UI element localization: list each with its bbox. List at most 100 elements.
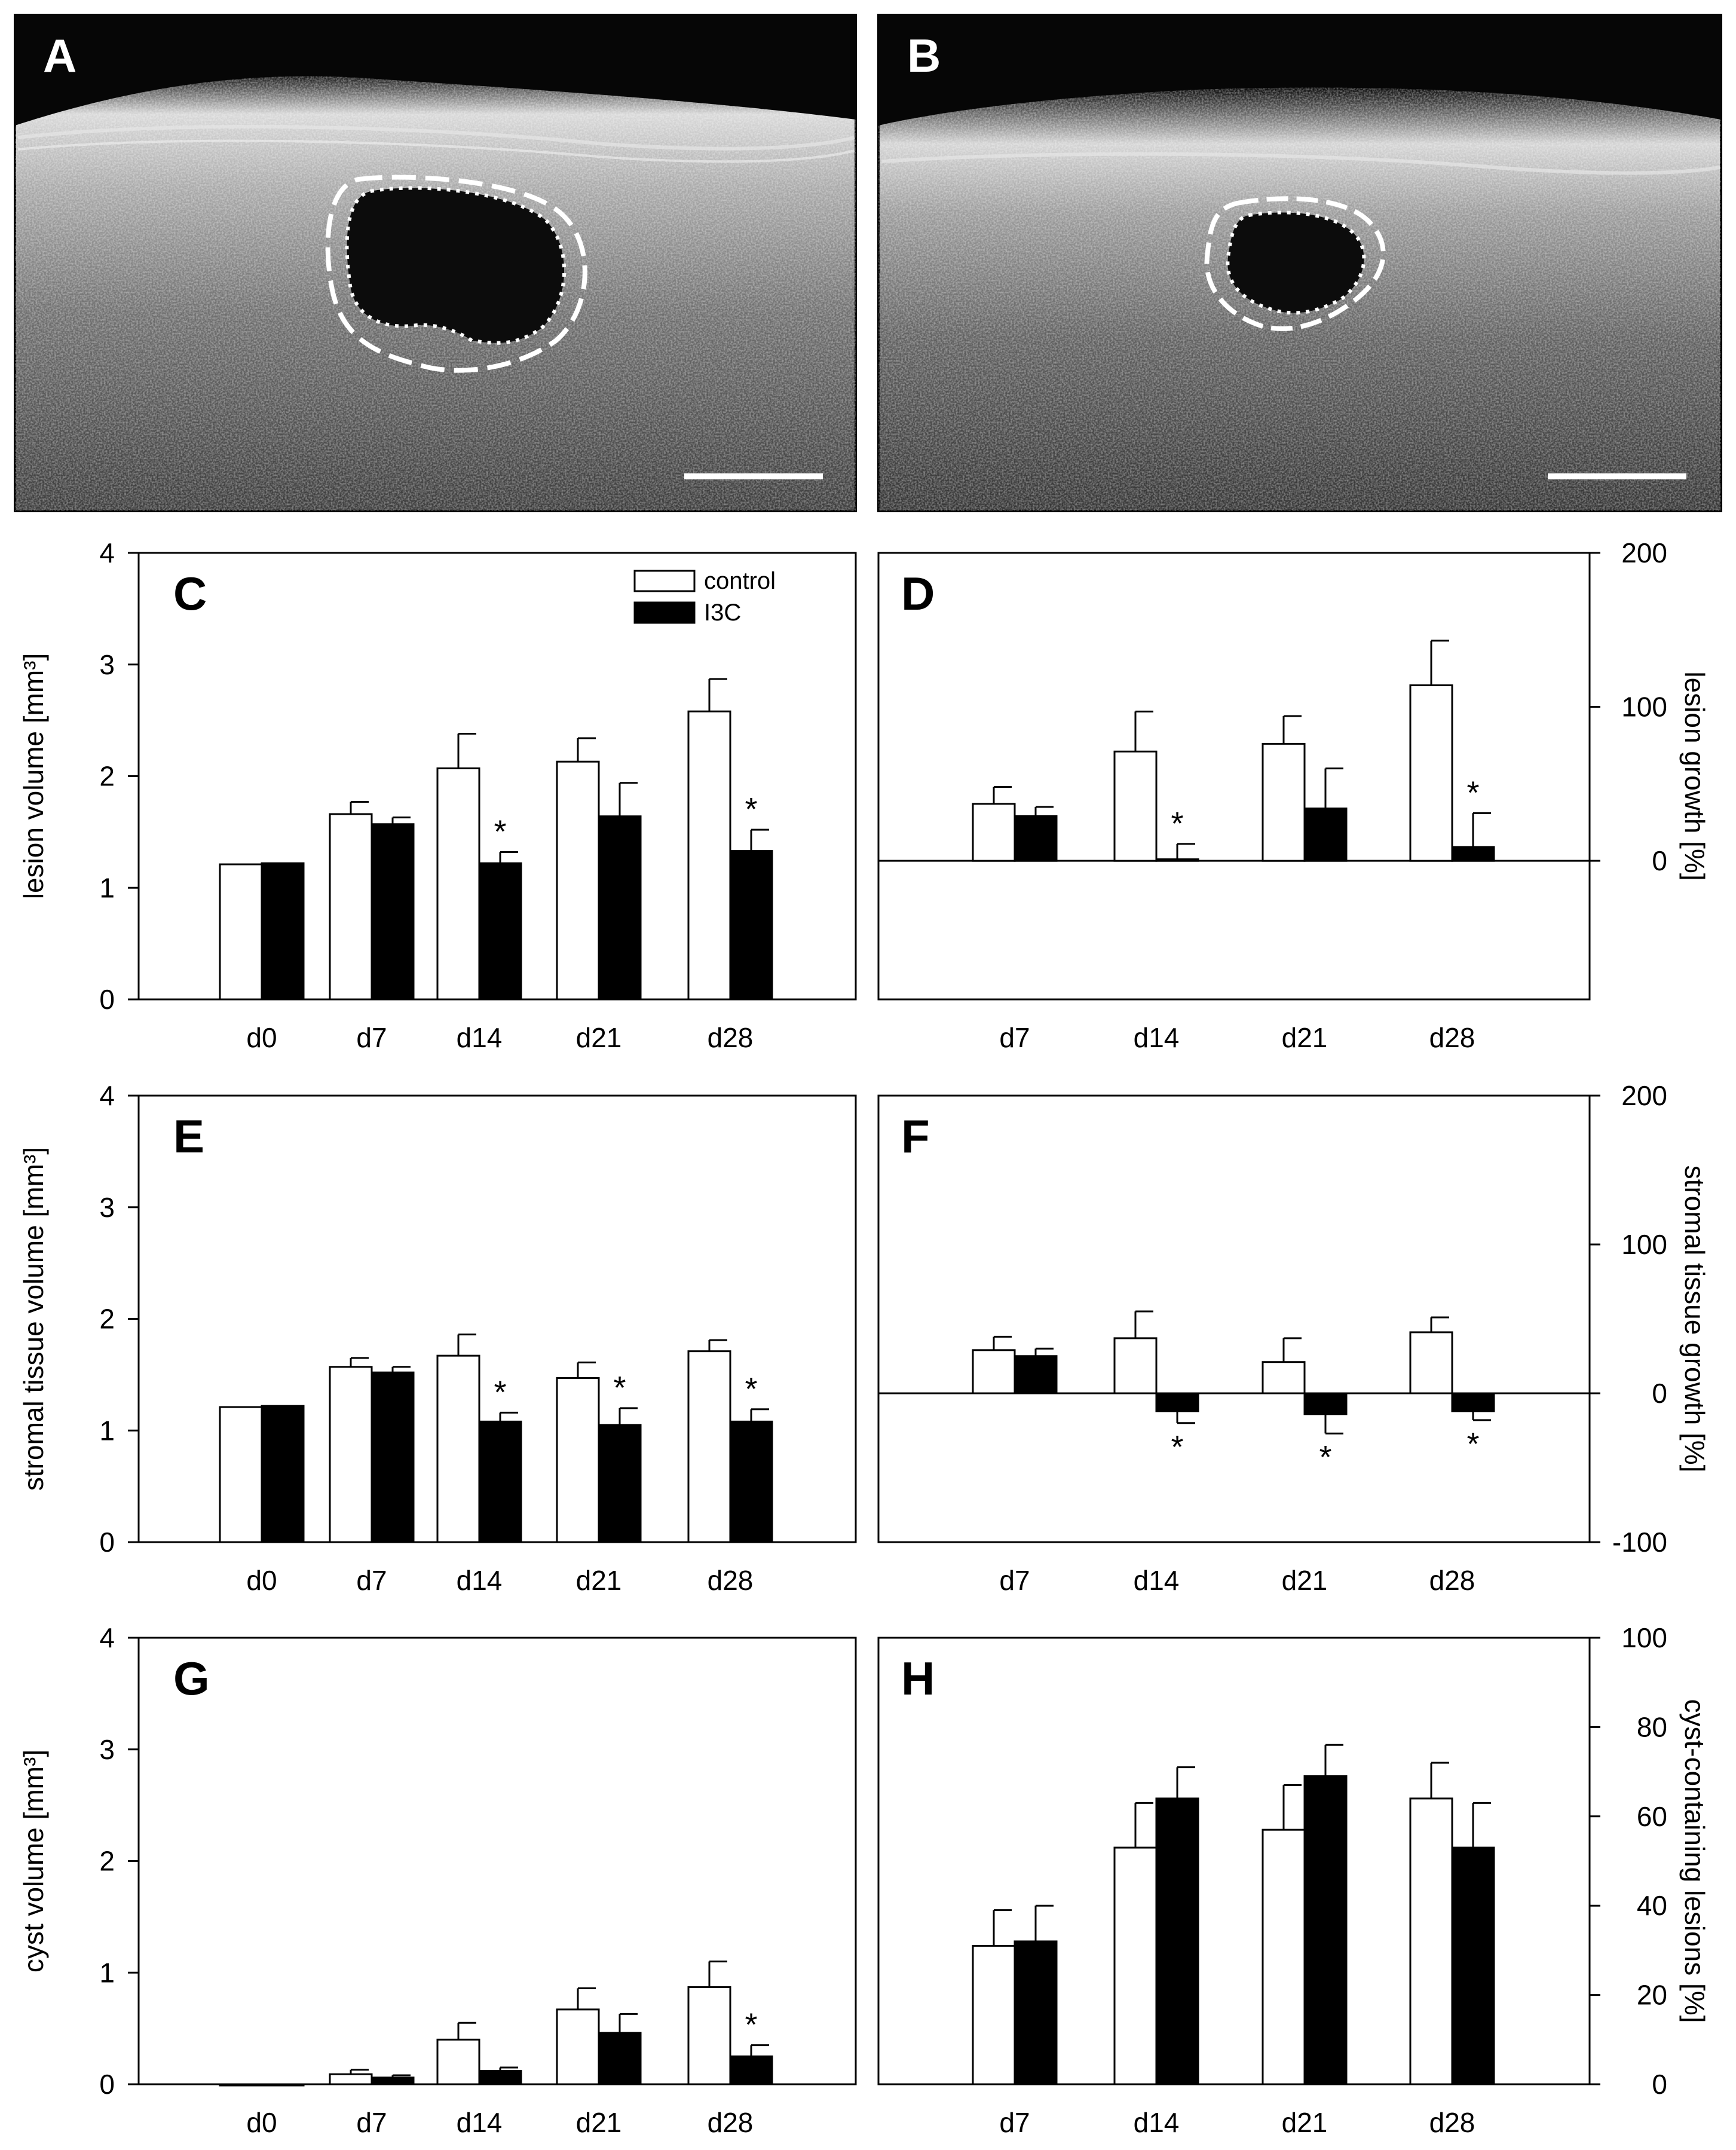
x-tick-label: d0 xyxy=(246,1022,277,1053)
y-tick-label: 60 xyxy=(1637,1801,1667,1832)
y-tick-label: 4 xyxy=(99,537,115,568)
bar-control-d28 xyxy=(687,1350,731,1543)
panel-letter-e: E xyxy=(173,1110,204,1163)
bar-control-d7 xyxy=(329,1366,373,1543)
y-axis-title: stromal tissue volume [mm³] xyxy=(18,1147,49,1491)
plot-frame xyxy=(877,1637,1591,2085)
bar-i3c-d0 xyxy=(261,1405,305,1543)
bar-control-d7 xyxy=(329,813,373,1001)
y-tick-label: 3 xyxy=(99,649,115,680)
bar-control-d28 xyxy=(1409,684,1453,862)
bar-control-d14 xyxy=(436,767,480,1001)
x-tick-label: d14 xyxy=(1134,1565,1180,1596)
y-tick-label: 1 xyxy=(99,1957,115,1988)
significance-marker: * xyxy=(745,1371,757,1407)
x-tick-label: d14 xyxy=(457,1022,503,1053)
chart-panel-g: 0 1 2 3 4 cyst volume [mm³] d0 d7 d14 d21 d28 * G xyxy=(18,1622,857,2138)
y-tick-label: 2 xyxy=(99,1304,115,1335)
y-tick-label: 200 xyxy=(1621,537,1667,568)
significance-marker: * xyxy=(745,791,757,827)
scale-bar-a xyxy=(684,473,823,479)
x-tick-label: d7 xyxy=(999,1565,1030,1596)
y-tick-label: 3 xyxy=(99,1192,115,1223)
x-tick-label: d14 xyxy=(1134,2107,1180,2138)
x-tick-label: d28 xyxy=(708,1022,754,1053)
chart-panel-f: -100 0 100 200 stromal tissue growth [%] d7 d1… xyxy=(877,1080,1710,1596)
panel-letter-f: F xyxy=(901,1110,930,1163)
chart-panel-h: 0 20 40 60 80 100 cyst-containing lesions [%] d… xyxy=(877,1622,1710,2138)
y-tick-label: 4 xyxy=(99,1622,115,1653)
legend: control I3C xyxy=(633,568,776,626)
bar-i3c-d0 xyxy=(261,862,305,1001)
panel-letter-a: A xyxy=(43,29,76,82)
bar-control-d14 xyxy=(436,2038,480,2085)
significance-marker: * xyxy=(1171,1429,1183,1465)
x-tick-label: d28 xyxy=(1429,1022,1475,1053)
x-tick-label: d21 xyxy=(1282,1565,1328,1596)
bar-i3c-d28 xyxy=(729,850,773,1001)
y-tick-label: 4 xyxy=(99,1080,115,1111)
bar-i3c-d28 xyxy=(1451,1846,1495,2085)
bar-control-d21 xyxy=(1262,1361,1306,1394)
legend-swatch-control xyxy=(633,570,696,592)
bar-control-d0 xyxy=(219,2083,263,2087)
chart-panel-c: 0 1 2 3 4 lesion volume [mm³] d0 d7 d14 d21 d28 * * C… xyxy=(18,537,857,1053)
y-tick-label: 2 xyxy=(99,1846,115,1877)
bar-control-d28 xyxy=(687,710,731,1001)
x-tick-label: d21 xyxy=(576,2107,622,2138)
cyst-outline-a xyxy=(345,186,567,345)
x-tick-label: d7 xyxy=(356,2107,387,2138)
bar-i3c-d14 xyxy=(1155,1797,1199,2085)
bar-i3c-d28 xyxy=(1451,846,1495,862)
chart-panel-d: 0 100 200 lesion growth [%] d7 d14 d21 d28 * * D xyxy=(877,537,1710,1053)
bar-i3c-d21 xyxy=(598,2032,642,2085)
bar-control-d21 xyxy=(556,1377,600,1543)
x-tick-label: d7 xyxy=(356,1565,387,1596)
bar-i3c-d28 xyxy=(1451,1392,1495,1412)
bar-i3c-d28 xyxy=(729,2055,773,2085)
significance-marker: * xyxy=(613,1370,626,1406)
x-tick-label: d21 xyxy=(1282,1022,1328,1053)
bar-control-d7 xyxy=(329,2073,373,2085)
bar-control-d7 xyxy=(972,1349,1016,1394)
bar-control-d28 xyxy=(687,1986,731,2085)
bar-control-d28 xyxy=(1409,1797,1453,2085)
significance-marker: * xyxy=(494,813,506,849)
bar-control-d0 xyxy=(219,863,263,1001)
bar-control-d21 xyxy=(1262,1828,1306,2085)
x-tick-label: d14 xyxy=(457,1565,503,1596)
y-tick-label: 3 xyxy=(99,1734,115,1765)
panel-letter-b: B xyxy=(907,29,941,82)
bar-control-d7 xyxy=(972,803,1016,862)
x-tick-label: d21 xyxy=(1282,2107,1328,2138)
ultrasound-image-a: A xyxy=(14,14,857,512)
bar-i3c-d21 xyxy=(1303,808,1348,862)
plot-frame xyxy=(877,552,1591,1001)
x-tick-label: d0 xyxy=(246,1565,277,1596)
y-tick-label: 0 xyxy=(1652,1378,1667,1409)
bar-i3c-d7 xyxy=(1014,1355,1058,1394)
chart-panel-e: 0 1 2 3 4 stromal tissue volume [mm³] d0 d7 d14 d… xyxy=(18,1080,857,1596)
x-tick-label: d7 xyxy=(999,2107,1030,2138)
bar-i3c-d14 xyxy=(1155,858,1199,862)
y-axis-title: stromal tissue growth [%] xyxy=(1679,1166,1710,1473)
charts: 0 1 2 3 4 lesion volume [mm³] d0 d7 d14 d21 d28 * * C… xyxy=(18,537,1710,2138)
y-tick-label: -100 xyxy=(1612,1527,1667,1558)
x-tick-label: d0 xyxy=(246,2107,277,2138)
panel-letter-c: C xyxy=(173,567,207,620)
y-tick-label: 2 xyxy=(99,761,115,792)
bar-i3c-d14 xyxy=(478,862,522,1001)
legend-label-i3c: I3C xyxy=(704,600,741,626)
bar-i3c-d14 xyxy=(478,1420,522,1543)
y-axis-title: cyst volume [mm³] xyxy=(18,1750,49,1972)
x-tick-label: d14 xyxy=(1134,1022,1180,1053)
y-axis-title: lesion volume [mm³] xyxy=(18,653,49,900)
bar-i3c-d7 xyxy=(371,1371,415,1543)
lesion-outline-a xyxy=(325,175,587,373)
y-tick-label: 100 xyxy=(1621,1622,1667,1653)
bar-control-d14 xyxy=(436,1354,480,1543)
bar-i3c-d0 xyxy=(261,2083,305,2087)
x-tick-label: d14 xyxy=(457,2107,503,2138)
x-tick-label: d21 xyxy=(576,1565,622,1596)
